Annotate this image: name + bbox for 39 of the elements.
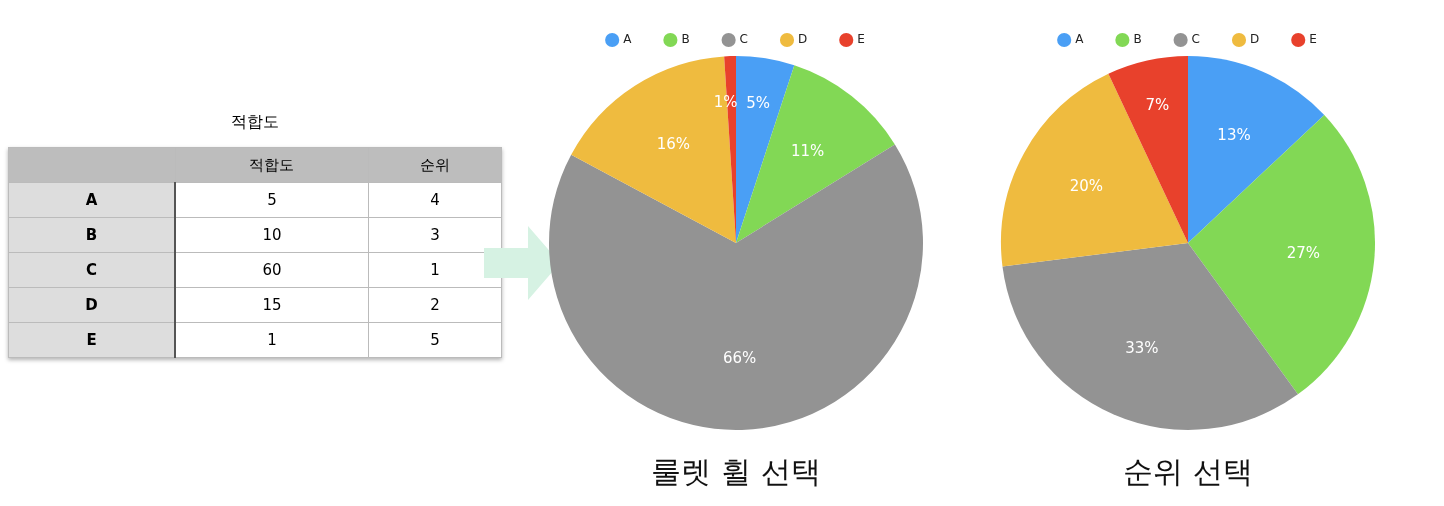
legend-label: C	[739, 32, 749, 47]
data-label: 1	[368, 252, 502, 288]
data-label: 4	[368, 182, 502, 218]
data-label: 10	[175, 217, 369, 253]
text: 룰렛 휠 선택	[651, 453, 821, 489]
legend-label: D	[1250, 32, 1260, 47]
data-label: 15	[175, 287, 369, 323]
legend-label: C	[1191, 32, 1201, 47]
data-label: 66%	[723, 348, 757, 367]
data-label: 33%	[1125, 339, 1159, 358]
data-label: 13%	[1217, 126, 1251, 145]
text: 순위 선택	[1123, 453, 1253, 489]
data-label: 5	[175, 182, 369, 218]
legend-label: B	[1133, 32, 1142, 47]
legend-label: D	[798, 32, 808, 47]
legend-label: A	[623, 32, 633, 47]
data-label: 20%	[1069, 177, 1104, 196]
category-label: C	[8, 252, 175, 288]
data-label: 27%	[1286, 243, 1321, 262]
legend-label: E	[857, 32, 865, 47]
legend-label: E	[1309, 32, 1317, 47]
data-label: 16%	[656, 135, 690, 154]
legend-label: B	[681, 32, 690, 47]
data-label: 2	[368, 287, 502, 323]
data-label: 3	[368, 217, 502, 253]
category-label: E	[8, 322, 175, 358]
category-label: A	[8, 182, 175, 218]
legend-label: A	[1075, 32, 1085, 47]
text: 적합도	[230, 112, 280, 133]
data-label: 5%	[746, 94, 771, 113]
data-label: 60	[175, 252, 369, 288]
data-label: 7%	[1145, 96, 1170, 115]
data-label: 11%	[791, 141, 825, 160]
category-label: D	[8, 287, 175, 323]
category-label: B	[8, 217, 175, 253]
text: 순위	[368, 147, 502, 183]
text: 적합도	[175, 147, 369, 183]
data-label: 5	[368, 322, 502, 358]
data-label: 1	[175, 322, 369, 358]
